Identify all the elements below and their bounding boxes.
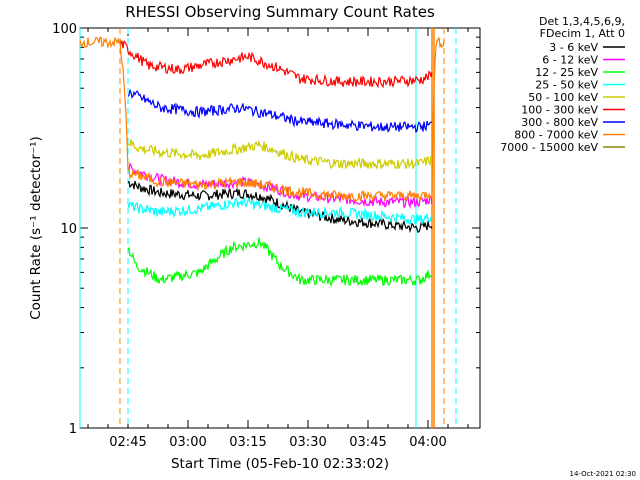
y-tick-label: 10 (60, 222, 77, 237)
legend-item-label: 50 - 100 keV (528, 91, 598, 104)
x-tick-label: 03:15 (229, 435, 266, 450)
series-line (127, 237, 433, 288)
x-tick-label: 02:45 (109, 435, 146, 450)
legend-item-label: 6 - 12 keV (542, 54, 598, 67)
legend-item-label: 25 - 50 keV (535, 79, 598, 92)
series-line (79, 36, 445, 204)
legend-item-label: 7000 - 15000 keV (500, 141, 598, 154)
series-line (127, 180, 433, 234)
x-tick-label: 03:30 (289, 435, 326, 450)
y-tick-label: 1 (69, 422, 77, 437)
y-tick-label: 100 (52, 22, 77, 37)
footer-date: 14-Oct-2021 02:30 (570, 470, 636, 478)
x-tick-label: 04:00 (409, 435, 446, 450)
legend-header: Det 1,3,4,5,6,9, (539, 15, 625, 28)
x-tick-label: 03:45 (349, 435, 386, 450)
plot-area: 1 10 100 02:45 03:00 03:15 03:30 03:45 04:00 (52, 22, 481, 450)
chart-title: RHESSI Observing Summary Count Rates (125, 3, 435, 21)
legend: Det 1,3,4,5,6,9,FDecim 1, Att 03 - 6 keV… (500, 15, 625, 154)
legend-header: FDecim 1, Att 0 (540, 27, 625, 40)
x-axis-label: Start Time (05-Feb-10 02:33:02) (171, 456, 389, 472)
series-line (119, 39, 433, 89)
series-line (127, 196, 433, 226)
legend-item-label: 100 - 300 keV (521, 104, 598, 117)
x-tick-label: 03:00 (169, 435, 206, 450)
series-line (127, 139, 433, 170)
legend-item-label: 300 - 800 keV (521, 116, 598, 129)
legend-item-label: 3 - 6 keV (549, 41, 598, 54)
legend-item-label: 800 - 7000 keV (514, 129, 598, 142)
y-axis-label: Count Rate (s⁻¹ detector⁻¹) (28, 136, 44, 320)
series-line (127, 89, 433, 134)
legend-item-label: 12 - 25 keV (535, 66, 598, 79)
series-line (127, 161, 433, 209)
